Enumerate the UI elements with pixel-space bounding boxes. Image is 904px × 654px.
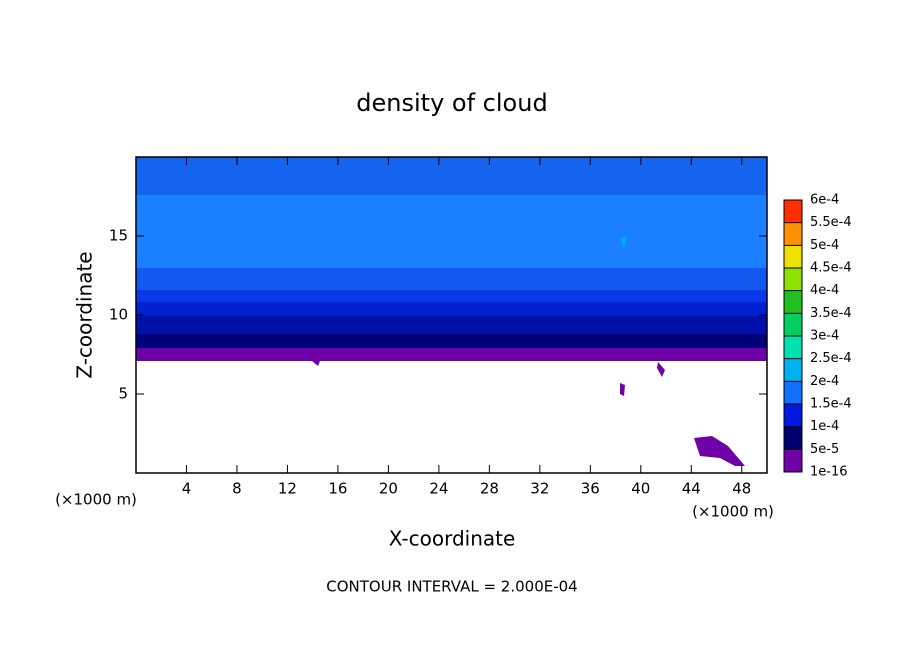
x-tick-label: 12: [278, 480, 297, 498]
colorbar-label: 4e-4: [810, 283, 839, 298]
x-unit-label: (×1000 m): [692, 503, 774, 521]
colorbar-swatch: [784, 200, 802, 223]
colorbar-swatch: [784, 290, 802, 314]
colorbar-label: 1e-16: [810, 465, 848, 480]
x-tick-label: 28: [480, 480, 499, 498]
colorbar-label: 5e-5: [810, 442, 839, 457]
colorbar-swatch: [784, 426, 802, 450]
colorbar-swatch: [784, 313, 802, 336]
colorbar-swatch: [784, 268, 802, 291]
x-tick-label: 20: [379, 480, 398, 498]
colorbar-swatch: [784, 358, 802, 382]
colorbar-label: 5e-4: [810, 238, 839, 253]
colorbar-swatch: [784, 381, 802, 404]
colorbar-label: 1e-4: [810, 419, 839, 434]
x-tick-label: 32: [530, 480, 549, 498]
x-tick-label: 24: [429, 480, 448, 498]
y-unit-label: (×1000 m): [55, 491, 137, 509]
colorbar-label: 4.5e-4: [810, 261, 852, 276]
colorbar-swatch: [784, 336, 802, 359]
colorbar-label: 3e-4: [810, 329, 839, 344]
colorbar-label: 5.5e-4: [810, 215, 852, 230]
colorbar-swatch: [784, 449, 802, 472]
footer-note: CONTOUR INTERVAL = 2.000E-04: [326, 578, 577, 596]
chart-title: density of cloud: [356, 89, 547, 117]
x-tick-label: 8: [232, 480, 242, 498]
colorbar-label: 2.5e-4: [810, 351, 852, 366]
y-tick-label: 5: [118, 385, 128, 403]
x-tick-label: 16: [328, 480, 347, 498]
y-tick-label: 15: [109, 227, 128, 245]
x-tick-label: 4: [182, 480, 192, 498]
contour-field: [136, 157, 767, 466]
y-tick-label: 10: [109, 306, 128, 324]
colorbar-label: 3.5e-4: [810, 306, 852, 321]
y-axis-label: Z-coordinate: [73, 251, 97, 378]
colorbar-label: 6e-4: [810, 193, 839, 208]
colorbar-swatch: [784, 404, 802, 427]
x-tick-label: 44: [682, 480, 701, 498]
x-tick-label: 40: [631, 480, 650, 498]
x-tick-label: 36: [581, 480, 600, 498]
colorbar-swatch: [784, 222, 802, 246]
colorbar-swatch: [784, 245, 802, 268]
colorbar-label: 1.5e-4: [810, 397, 852, 412]
colorbar-label: 2e-4: [810, 374, 839, 389]
x-tick-label: 48: [732, 480, 751, 498]
x-axis-label: X-coordinate: [389, 527, 516, 551]
